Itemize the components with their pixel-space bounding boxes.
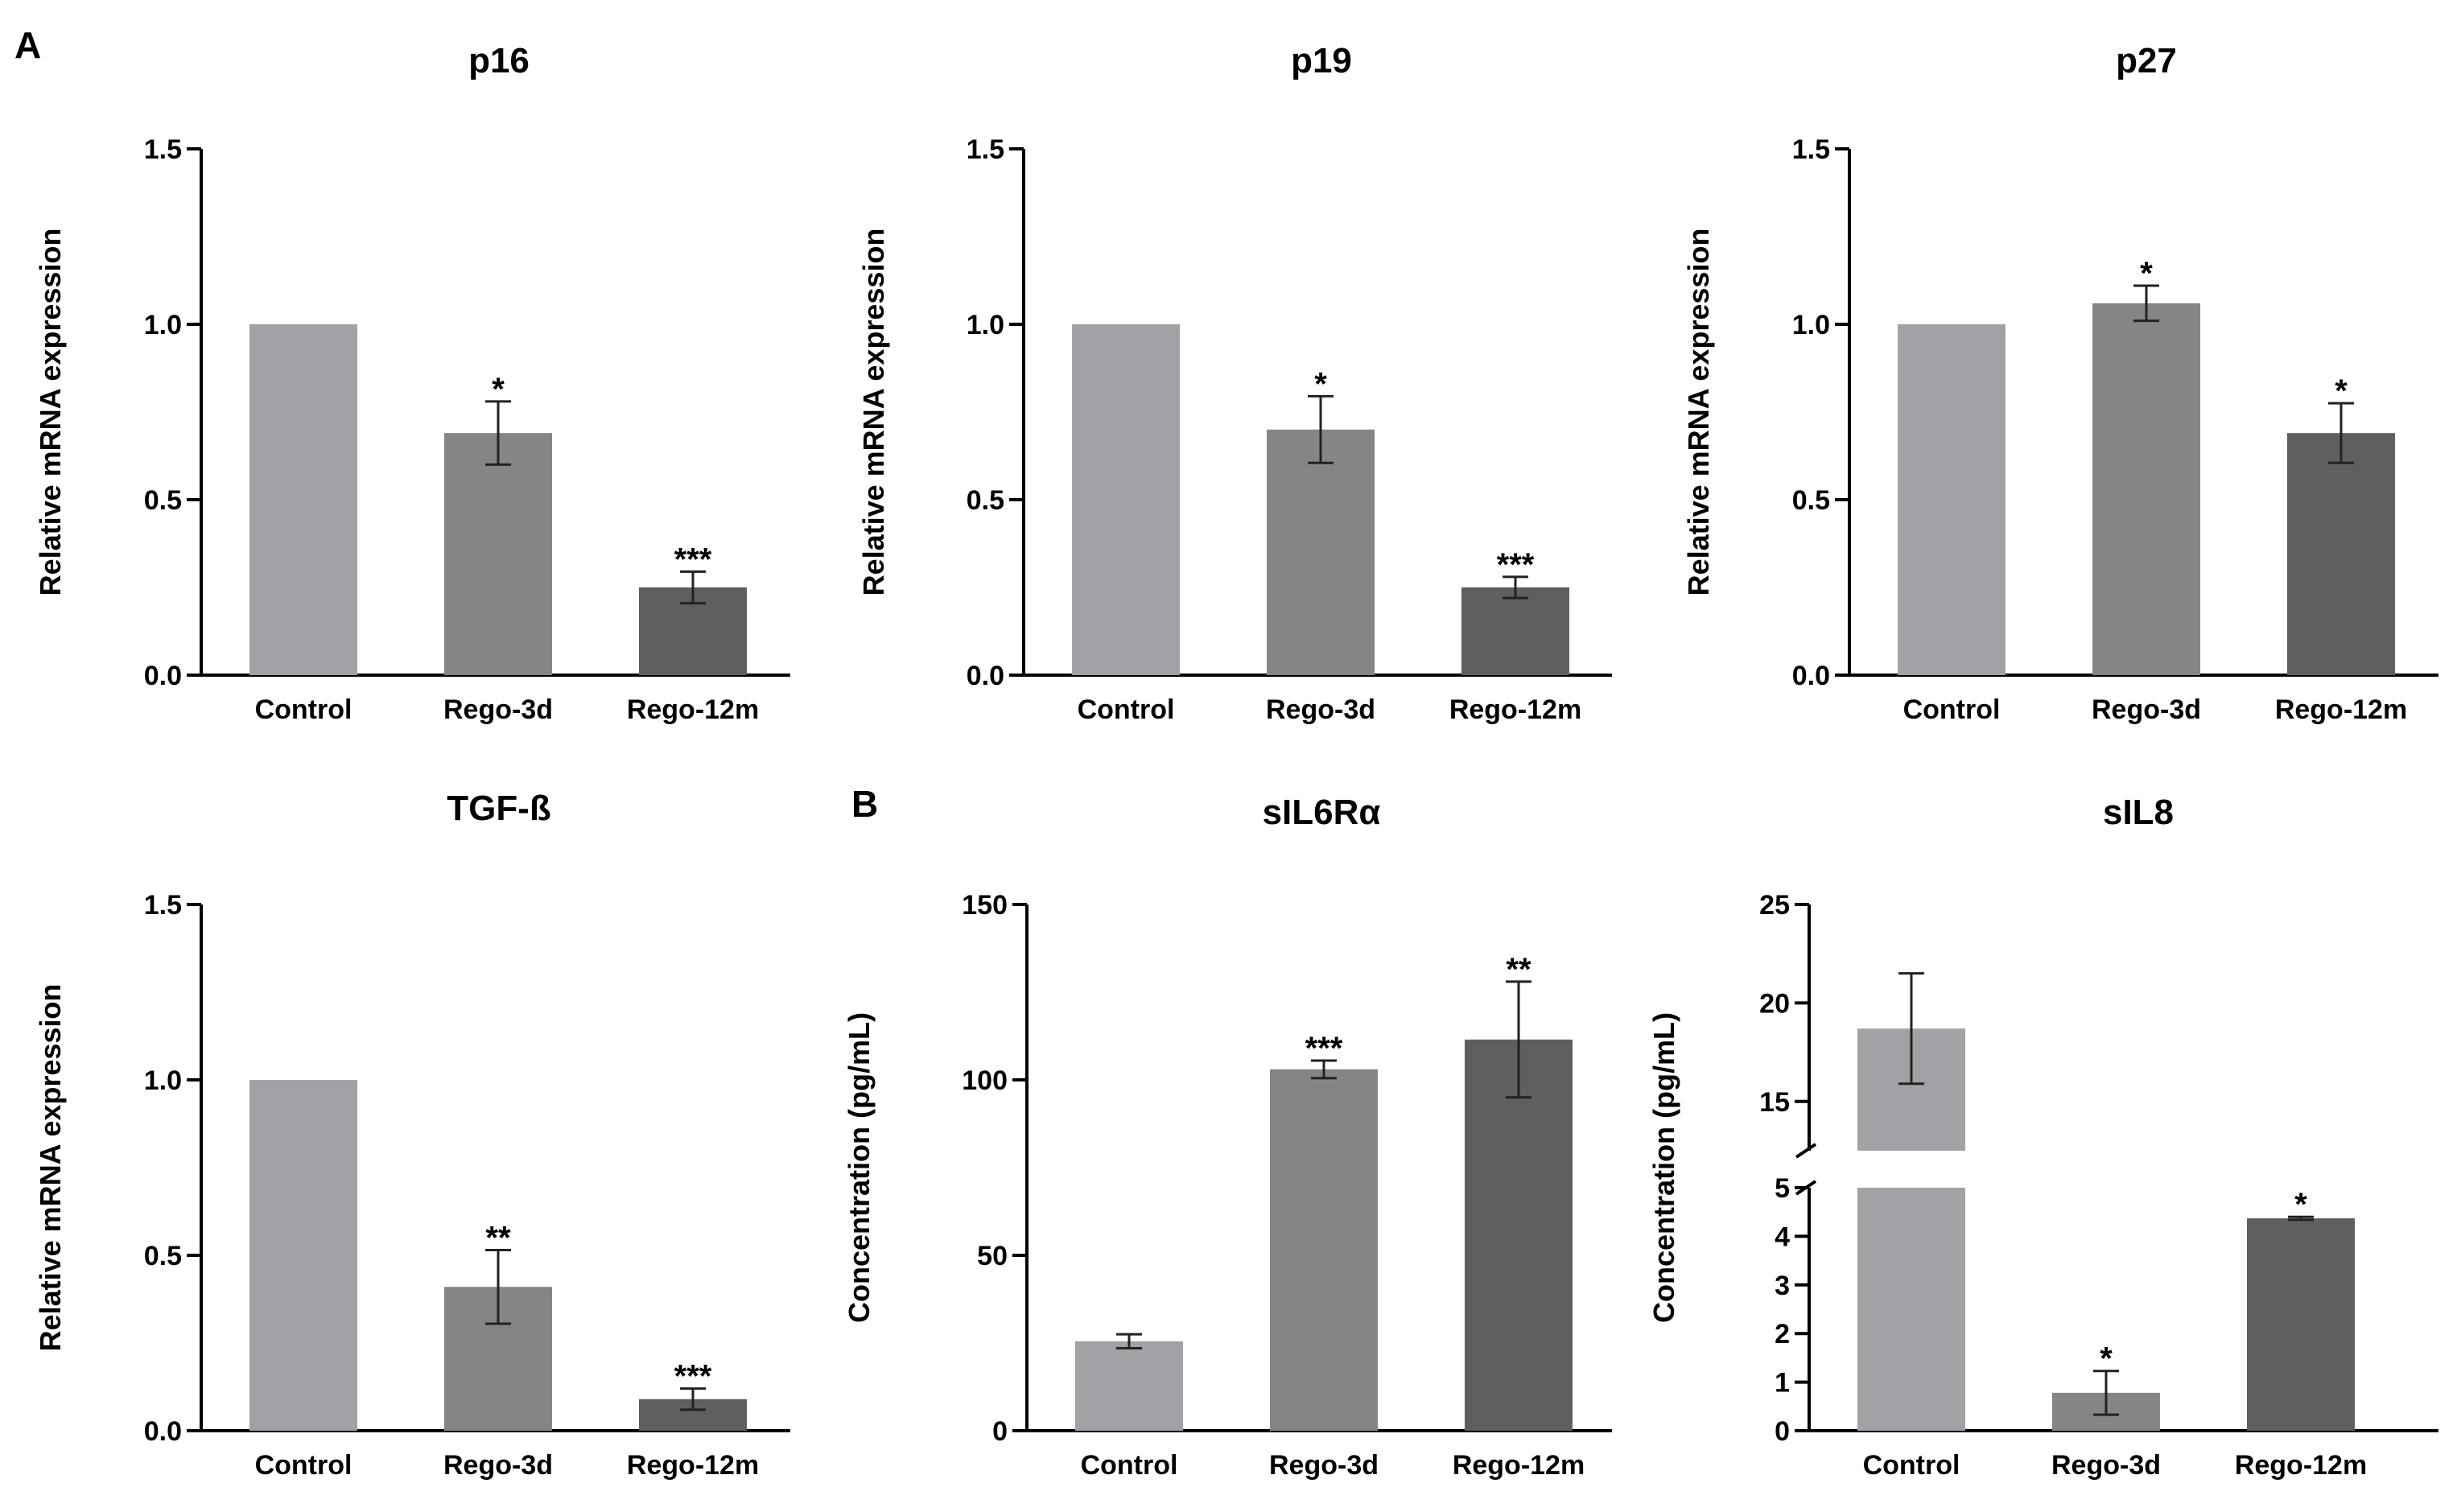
y-axis-label: Relative mRNA expression [857,229,890,596]
chart-title: p16 [468,41,530,80]
y-tick-label: 5 [1775,1173,1790,1204]
y-tick-label: 0.0 [144,661,182,691]
y-tick-label: 20 [1759,988,1790,1019]
y-tick-label: 0.5 [967,485,1004,516]
bar-control [1898,324,2005,675]
chart-title: p19 [1291,41,1352,80]
panel-label-b: B [851,783,878,825]
bar-rego-12m [1461,587,1569,675]
y-tick-label: 1.5 [144,134,182,165]
charts-container: p16 Relative mRNA expression 0.0 0.5 1.0 1.5 *… [34,41,2438,1481]
y-tick-label: 150 [962,890,1008,921]
bar-rego-12m [2247,1218,2355,1431]
chart-6: sIL8 Concentration (pg/mL) 0 1 2 3 4 5 15 20 25 * * C… [1647,793,2438,1481]
significance-mark: * [1314,366,1327,402]
y-tick-label: 25 [1759,890,1790,921]
x-category-label: Rego-3d [1266,694,1375,725]
x-category-label: Control [1863,1450,1960,1481]
x-category-label: Rego-3d [443,1450,553,1481]
y-tick-label: 1.5 [967,134,1004,165]
bar-control [1075,1341,1183,1431]
bar-control [249,324,357,675]
x-category-label: Rego-3d [2051,1450,2161,1481]
chart-3: p27 Relative mRNA expression 0.0 0.5 1.0 1.5 *… [1682,41,2438,725]
x-category-label: Rego-3d [443,694,553,725]
y-tick-label: 15 [1759,1087,1790,1118]
chart-title: p27 [2116,41,2177,80]
x-category-label: Rego-12m [627,1450,759,1481]
y-axis-label: Concentration (pg/mL) [843,1012,876,1323]
y-tick-label: 1.0 [967,310,1004,340]
y-tick-label: 0.5 [144,1241,182,1271]
y-tick-label: 2 [1775,1319,1790,1349]
significance-mark: * [2335,373,2348,409]
significance-mark: * [492,372,505,407]
x-category-label: Control [1078,694,1175,725]
x-category-label: Rego-12m [1449,694,1581,725]
y-tick-label: 1.5 [1792,134,1830,165]
x-category-label: Control [1081,1450,1178,1481]
significance-mark: ** [1506,952,1531,987]
significance-mark: * [2100,1341,2113,1377]
y-tick-label: 0.0 [967,661,1004,691]
x-category-label: Rego-12m [2275,694,2407,725]
panel-label-a: A [14,24,41,66]
bar-rego-3d [2092,303,2200,675]
y-tick-label: 4 [1775,1222,1790,1252]
x-category-label: Rego-3d [1269,1450,1379,1481]
y-tick-label: 0 [1775,1416,1790,1447]
y-axis-label: Relative mRNA expression [34,984,67,1352]
bar-rego-12m [1465,1039,1573,1431]
significance-mark: * [2294,1187,2307,1222]
chart-title: sIL8 [2103,793,2174,832]
y-axis-label: Relative mRNA expression [1682,229,1715,596]
y-tick-label: 0.0 [144,1416,182,1447]
significance-mark: *** [1305,1031,1343,1066]
y-tick-label: 1.5 [144,890,182,921]
x-category-label: Control [255,694,352,725]
chart-2: p19 Relative mRNA expression 0.0 0.5 1.0 1.5 *… [857,41,1612,725]
chart-title: sIL6Rα [1263,793,1381,832]
y-tick-label: 50 [977,1241,1008,1271]
significance-mark: *** [674,542,712,577]
bar-control-lower [1857,1188,1965,1431]
significance-mark: *** [1497,547,1535,583]
significance-mark: ** [485,1220,511,1255]
bar-control [1072,324,1180,675]
bar-rego-3d [444,433,552,675]
x-category-label: Control [1903,694,2001,725]
bar-rego-12m [2287,433,2395,675]
x-category-label: Control [255,1450,352,1481]
x-category-label: Rego-3d [2092,694,2201,725]
y-tick-label: 1 [1775,1368,1790,1399]
y-tick-label: 1.0 [144,310,182,340]
y-tick-label: 0.0 [1792,661,1830,691]
bar-control [249,1080,357,1431]
y-tick-label: 1.0 [1792,310,1830,340]
y-tick-label: 3 [1775,1271,1790,1301]
chart-1: p16 Relative mRNA expression 0.0 0.5 1.0 1.5 *… [34,41,790,725]
x-category-label: Rego-12m [2235,1450,2367,1481]
y-tick-label: 100 [962,1065,1008,1096]
significance-mark: *** [674,1359,712,1395]
x-category-label: Rego-12m [627,694,759,725]
y-axis-label: Concentration (pg/mL) [1647,1012,1680,1323]
y-tick-label: 0.5 [144,485,182,516]
y-axis-label: Relative mRNA expression [34,229,67,596]
y-tick-label: 1.0 [144,1065,182,1096]
bar-rego-3d [1270,1069,1378,1431]
x-category-label: Rego-12m [1453,1450,1585,1481]
y-tick-label: 0.5 [1792,485,1830,516]
y-tick-label: 0 [992,1416,1008,1447]
chart-title: TGF-ß [447,789,551,828]
axis-break-mark [1795,1143,1817,1159]
chart-4: TGF-ß Relative mRNA expression 0.0 0.5 1.0 1.… [34,789,790,1481]
bar-rego-3d [1267,429,1375,675]
significance-mark: * [2140,256,2153,291]
